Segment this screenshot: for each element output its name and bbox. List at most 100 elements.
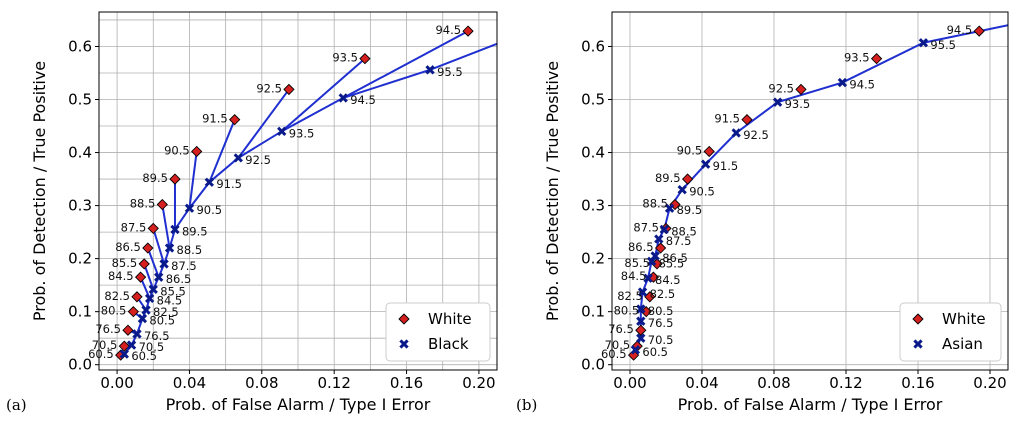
panel-b-data-label: 89.5 (677, 203, 703, 217)
panel-b-data-label: 86.5 (628, 240, 654, 254)
panel-a-point-white (147, 222, 159, 235)
panel-a-data-label: 92.5 (245, 153, 271, 167)
panel-a-legend-label-black: Black (428, 335, 469, 353)
panel-b-x-tick-label: 0.00 (613, 374, 646, 392)
panel-b-data-label: 88.5 (642, 197, 668, 211)
panel-b-point-asian (664, 203, 675, 213)
panel-b-legend-marker-white (912, 313, 924, 325)
panel-a-legend-marker-white (398, 313, 410, 325)
panel-a-point-black (170, 224, 180, 235)
panel-a-point-black (184, 203, 195, 213)
panel-a-x-tick-label: 0.16 (390, 374, 423, 392)
panel-a-data-label: 84.5 (157, 293, 183, 307)
panel-b-data-label: 95.5 (930, 38, 956, 52)
panel-a-data-label: 76.5 (144, 329, 170, 343)
panel-a-data-label: 70.5 (92, 338, 118, 352)
panel-a-point-black (119, 349, 129, 359)
panel-b-data-label: 85.5 (659, 256, 685, 270)
panel-b-data-label: 93.5 (844, 51, 870, 65)
panel-b-data-label: 76.5 (608, 322, 634, 336)
panel-b-data-label: 85.5 (624, 256, 650, 270)
panel-a-data-label: 70.5 (139, 340, 165, 354)
panel-b-tag: (b) (516, 396, 538, 414)
panel-a-point-black (154, 272, 164, 282)
panel-a-y-tick-label: 0.5 (68, 91, 92, 109)
panel-b-data-label: 90.5 (689, 185, 715, 199)
panel-b-point-asian (630, 345, 641, 355)
panel-b-data-label: 94.5 (947, 23, 973, 37)
panel-a-point-black (141, 305, 151, 315)
panel-a-y-axis-label: Prob. of Detection / True Positive (30, 61, 49, 321)
panel-a-point-white (131, 291, 143, 303)
panel-b-data-label: 84.5 (621, 269, 647, 283)
panel-a-link-line (281, 57, 366, 133)
panel-a-frame (98, 11, 498, 371)
panel-b-y-tick-label: 0.1 (581, 303, 605, 321)
panel-a-data-label: 76.5 (95, 322, 121, 336)
panel-b-point-asian (636, 333, 646, 343)
panel-a-legend: White Black (385, 302, 491, 362)
panel-b-point-asian (731, 128, 741, 138)
panel-a-point-black (164, 243, 175, 253)
panel-a-link-line (146, 247, 160, 278)
panel-a-link-line (237, 88, 290, 159)
panel-b-point-asian (654, 234, 664, 244)
panel-a-data-label: 95.5 (437, 65, 463, 79)
panel-b-data-label: 93.5 (785, 97, 811, 111)
panel-b-point-white (703, 145, 715, 158)
panel-a-point-white (191, 145, 203, 158)
panel-a-data-label: 94.5 (350, 93, 376, 107)
panel-b-data-label: 92.5 (768, 81, 794, 95)
panel-b-x-tick-label: 0.20 (973, 374, 1006, 392)
panel-a-point-white (122, 324, 134, 336)
panel-a-data-label: 87.5 (171, 259, 197, 273)
panel-a-link-line (152, 228, 166, 265)
panel-a-data-label: 60.5 (88, 347, 114, 361)
panel-a-data-label: 86.5 (115, 240, 141, 254)
panel-a-data-label: 85.5 (112, 256, 138, 270)
panel-a-data-label: 85.5 (160, 284, 186, 298)
panel-a-x-tick-label: 0.08 (245, 374, 278, 392)
panel-b-x-tick-label: 0.16 (901, 374, 934, 392)
panel-b-data-label: 82.5 (650, 287, 676, 301)
panel-a-chart: 0.00 0.04 0.08 0.12 0.16 0.20 0.0 0.1 0.2 0.3 0.4 0… (30, 11, 498, 414)
panel-a-data-label: 94.5 (435, 23, 461, 37)
panel-a-legend-box (385, 302, 491, 362)
panel-a-data-label: 91.5 (216, 177, 242, 191)
panel-b-point-white (654, 242, 667, 254)
panel-a-data-label: 89.5 (142, 171, 168, 185)
panel-b-x-tick-label: 0.04 (685, 374, 718, 392)
panel-b-y-axis-label: Prob. of Detection / True Positive (543, 61, 562, 321)
panel-b-point-asian (677, 185, 687, 195)
panel-a-point-black (126, 340, 137, 350)
panel-b-point-asian (659, 224, 669, 235)
panel-a-y-tick-label: 0.1 (68, 303, 92, 321)
panel-b-legend-marker-asian (913, 339, 923, 349)
panel-a-point-white (127, 306, 140, 318)
panel-b-data-label: 91.5 (713, 159, 739, 173)
panel-b-y-tick-label: 0.3 (581, 197, 605, 215)
panel-b-data-label: 76.5 (648, 316, 674, 330)
panel-a-data-label: 87.5 (121, 220, 147, 234)
panel-b-point-white (635, 324, 647, 336)
panel-b-point-white (870, 53, 883, 65)
panel-a-data-label: 60.5 (131, 349, 157, 363)
panel-a-data-label: 82.5 (104, 289, 130, 303)
panel-b-legend-box (899, 302, 1002, 362)
panel-a-point-black (132, 329, 142, 339)
panel-a-x-axis-label: Prob. of False Alarm / Type I Error (166, 395, 431, 414)
panel-b-point-white (741, 114, 753, 126)
panel-a-link-line (143, 263, 155, 290)
panel-a-point-black (277, 126, 287, 136)
panel-a-x-tick-label: 0.20 (462, 374, 495, 392)
panel-a-tag: (a) (6, 396, 27, 414)
panel-b-data-label: 89.5 (655, 171, 681, 185)
panel-a-point-white (156, 198, 168, 211)
panel-a-x-tick-label: 0.00 (100, 374, 133, 392)
panel-a-point-white (462, 25, 474, 37)
panel-a-link-line (208, 119, 236, 183)
panel-b-x-tick-label: 0.12 (829, 374, 862, 392)
panel-a-data-label: 91.5 (202, 112, 228, 126)
panel-b-data-label: 82.5 (617, 289, 643, 303)
